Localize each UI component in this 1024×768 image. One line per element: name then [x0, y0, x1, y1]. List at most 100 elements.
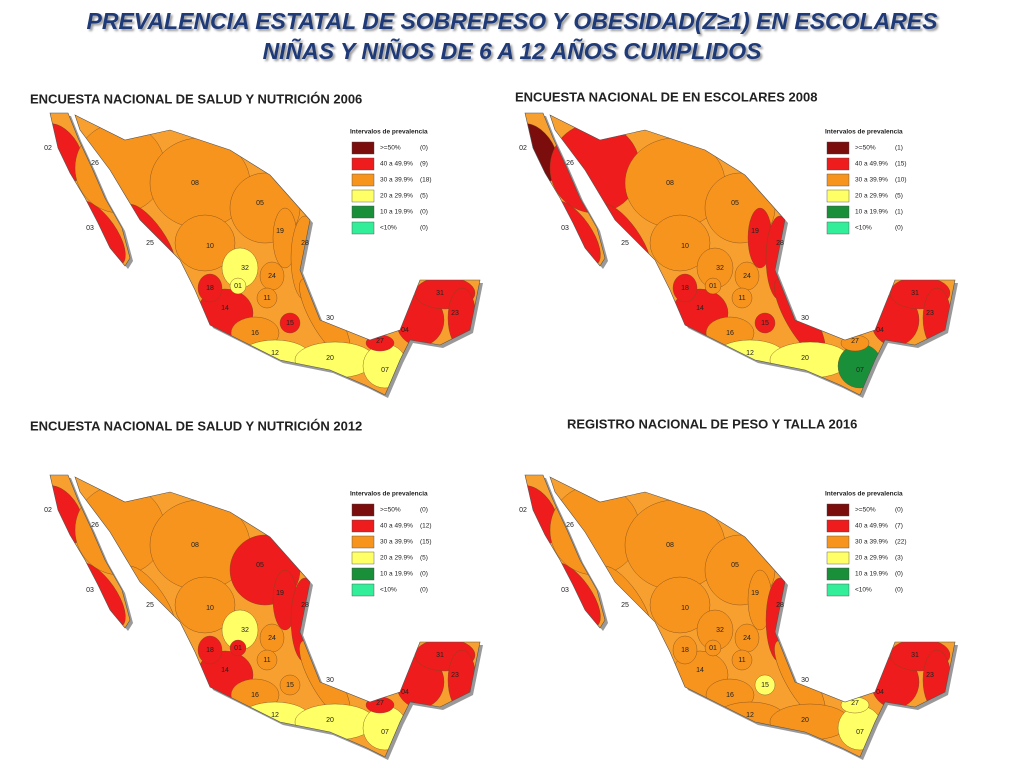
- state-code: 14: [696, 305, 704, 312]
- panel-title: ENCUESTA NACIONAL DE SALUD Y NUTRICIÓN 2…: [30, 418, 362, 433]
- state-code: 24: [268, 273, 276, 280]
- state-code: 12: [746, 350, 754, 357]
- state-code: 07: [381, 729, 389, 736]
- panel-title: ENCUESTA NACIONAL DE SALUD Y NUTRICIÓN 2…: [30, 91, 362, 106]
- state-code: 19: [751, 228, 759, 235]
- state-code: 32: [716, 265, 724, 272]
- state-code: 14: [221, 667, 229, 674]
- legend-swatch: [826, 157, 850, 171]
- state-code: 19: [276, 590, 284, 597]
- state-code: 11: [263, 657, 270, 664]
- legend-swatch: [351, 503, 375, 517]
- map: 02 03 26 25 08 10 05 19 28 32 24 14 16 11 15 30 12 20 07 27…: [44, 112, 483, 398]
- legend-swatch: [826, 551, 850, 565]
- legend-swatch: [826, 567, 850, 581]
- legend-swatch: [351, 519, 375, 533]
- legend-swatch: [826, 173, 850, 187]
- legend-label: >=50%: [855, 145, 876, 152]
- legend-count: (12): [420, 523, 432, 530]
- legend-label: 10 a 19.9%: [380, 571, 413, 578]
- state-code: 12: [746, 712, 754, 719]
- state-code: 31: [911, 290, 919, 297]
- legend-label: 10 a 19.9%: [855, 209, 888, 216]
- state-code: 05: [256, 200, 264, 207]
- state-code: 31: [436, 290, 444, 297]
- legend-label: <10%: [855, 587, 872, 594]
- legend-count: (0): [420, 145, 428, 152]
- state-code: 28: [776, 602, 784, 609]
- state: [649, 214, 711, 272]
- legend-label: 40 a 49.9%: [855, 523, 888, 530]
- state-code: 03: [561, 225, 569, 232]
- legend-count: (5): [420, 555, 428, 562]
- legend-count: (15): [420, 539, 432, 546]
- state-code: 01: [234, 283, 242, 290]
- legend-count: (5): [420, 193, 428, 200]
- state: [174, 576, 236, 634]
- legend-swatch: [826, 503, 850, 517]
- state-code: 12: [271, 712, 279, 719]
- state-code: 32: [241, 265, 249, 272]
- state-code: 30: [801, 677, 809, 684]
- state-code: 20: [801, 717, 809, 724]
- state-code: 23: [451, 310, 459, 317]
- state-code: 18: [681, 285, 689, 292]
- state: [672, 635, 698, 665]
- state-code: 27: [851, 700, 859, 707]
- legend-count: (1): [895, 209, 903, 216]
- state-code: 25: [146, 602, 154, 609]
- state-code: 07: [856, 367, 864, 374]
- legend-label: 20 a 29.9%: [855, 555, 888, 562]
- state-code: 03: [86, 225, 94, 232]
- state-code: 11: [738, 295, 745, 302]
- legend-count: (9): [420, 161, 428, 168]
- legend-label: 20 a 29.9%: [855, 193, 888, 200]
- state-code: 10: [206, 243, 214, 250]
- state: [549, 122, 641, 214]
- state-code: 16: [251, 692, 259, 699]
- legend-swatch: [826, 205, 850, 219]
- state-code: 30: [326, 677, 334, 684]
- legend-swatch: [826, 535, 850, 549]
- state-code: 28: [301, 240, 309, 247]
- legend-count: (0): [420, 209, 428, 216]
- state-code: 24: [268, 635, 276, 642]
- state: [74, 484, 166, 576]
- legend-title: Intervalos de prevalencia: [350, 491, 428, 498]
- state-code: 04: [401, 689, 409, 696]
- legend-label: >=50%: [380, 507, 401, 514]
- state-code: 26: [91, 160, 99, 167]
- panel-title: REGISTRO NACIONAL DE PESO Y TALLA 2016: [567, 416, 857, 431]
- legend-count: (10): [895, 177, 907, 184]
- legend-swatch: [826, 583, 850, 597]
- state: [704, 639, 722, 657]
- state-code: 26: [566, 522, 574, 529]
- legend-swatch: [351, 583, 375, 597]
- state-code: 20: [326, 717, 334, 724]
- title-line: PREVALENCIA ESTATAL DE SOBREPESO Y OBESI…: [86, 8, 938, 34]
- state-code: 31: [436, 652, 444, 659]
- state-code: 05: [731, 200, 739, 207]
- legend-swatch: [826, 141, 850, 155]
- state-code: 27: [376, 700, 384, 707]
- panel-title: ENCUESTA NACIONAL DE EN ESCOLARES 2008: [515, 89, 817, 104]
- state-code: 04: [876, 327, 884, 334]
- state-code: 12: [271, 350, 279, 357]
- state: [229, 277, 247, 295]
- state: [256, 649, 278, 671]
- legend-label: <10%: [380, 587, 397, 594]
- state-code: 10: [681, 243, 689, 250]
- state-code: 26: [91, 522, 99, 529]
- legend-label: 20 a 29.9%: [380, 555, 413, 562]
- legend-label: 30 a 39.9%: [855, 177, 888, 184]
- state-code: 04: [876, 689, 884, 696]
- state-code: 02: [44, 507, 52, 514]
- legend-title: Intervalos de prevalencia: [350, 129, 428, 136]
- state-code: 10: [681, 605, 689, 612]
- state-code: 03: [86, 587, 94, 594]
- state-code: 28: [301, 602, 309, 609]
- state-code: 27: [851, 338, 859, 345]
- state: [256, 287, 278, 309]
- legend-swatch: [351, 157, 375, 171]
